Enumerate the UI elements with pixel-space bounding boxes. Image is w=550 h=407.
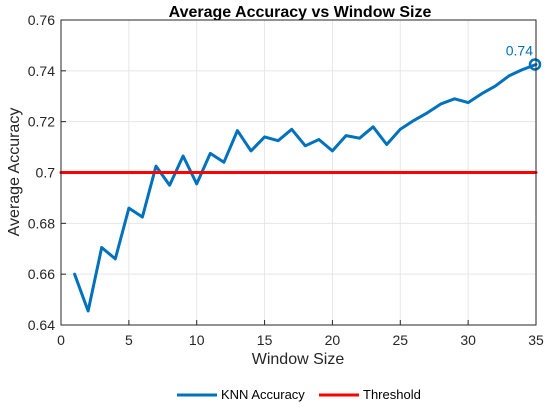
- y-tick-label: 0.74: [28, 63, 55, 79]
- y-tick-label: 0.72: [28, 114, 55, 130]
- x-tick-label: 35: [528, 332, 544, 348]
- x-tick-label: 30: [460, 332, 476, 348]
- y-axis-label: Average Accuracy: [6, 108, 23, 237]
- y-tick-label: 0.7: [36, 165, 56, 181]
- x-tick-label: 0: [57, 332, 65, 348]
- y-tick-label: 0.76: [28, 12, 55, 28]
- series-lines: [59, 63, 538, 313]
- x-tick-label: 10: [189, 332, 205, 348]
- x-tick-label: 5: [125, 332, 133, 348]
- axis-ticks: 0 5 10 15 20 25 30 35 0.64 0.66 0.68 0.7 0.72 0.74 0.7…: [28, 12, 544, 348]
- chart-title: Average Accuracy vs Window Size: [169, 4, 432, 21]
- x-tick-label: 15: [257, 332, 273, 348]
- legend-label: Threshold: [363, 387, 421, 402]
- legend: KNN Accuracy Threshold: [177, 387, 421, 402]
- x-tick-label: 20: [325, 332, 341, 348]
- x-tick-label: 25: [392, 332, 408, 348]
- plot-frame: [60, 19, 537, 326]
- legend-label: KNN Accuracy: [221, 387, 305, 402]
- y-tick-label: 0.64: [28, 317, 55, 333]
- series-line-0: [73, 63, 538, 313]
- annotation-marker: [528, 58, 542, 71]
- x-axis-label: Window Size: [252, 351, 345, 368]
- y-tick-label: 0.68: [28, 215, 55, 231]
- y-tick-label: 0.66: [28, 266, 55, 282]
- annotations: 0.74: [506, 42, 542, 71]
- annotation-label: 0.74: [506, 42, 533, 58]
